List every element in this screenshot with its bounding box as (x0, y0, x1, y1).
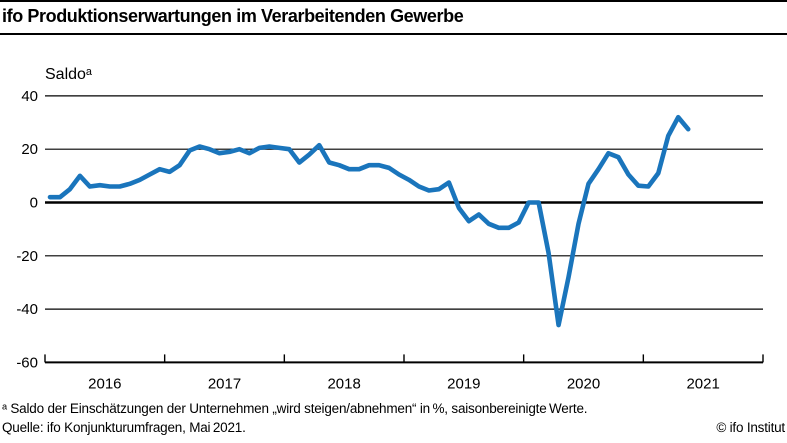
x-axis-year-label: 2018 (327, 375, 360, 392)
title-divider-rule (0, 33, 787, 35)
y-axis-tick-label: 20 (21, 141, 38, 158)
source-text: Quelle: ifo Konjunkturumfragen, Mai 2021… (2, 420, 246, 435)
data-series-line (47, 114, 691, 328)
y-axis-tick-label: -60 (16, 354, 38, 371)
y-axis-tick-label: 0 (30, 195, 38, 212)
y-axis-title: Saldoᵃ (45, 66, 93, 83)
copyright-text: © ifo Institut (716, 420, 785, 435)
y-axis-tick-label: -20 (16, 248, 38, 265)
line-chart: Saldoᵃ 40 20 0 -20 -40 -60 2016 2017 2018 2019 2020… (16, 66, 764, 392)
x-axis-year-label: 2016 (88, 375, 121, 392)
x-axis-year-label: 2021 (686, 375, 719, 392)
chart-footnote: ᵃ Saldo der Einschätzungen der Unternehm… (2, 401, 588, 416)
page-title: ifo Produktionserwartungen im Verarbeite… (2, 6, 464, 26)
top-border-rule (0, 0, 787, 2)
source-row: Quelle: ifo Konjunkturumfragen, Mai 2021… (2, 420, 785, 435)
x-axis-year-label: 2020 (567, 375, 600, 392)
x-axis-year-label: 2019 (447, 375, 480, 392)
x-axis-year-label: 2017 (208, 375, 241, 392)
y-axis-tick-label: 40 (21, 88, 38, 105)
y-axis-tick-label: -40 (16, 301, 38, 318)
